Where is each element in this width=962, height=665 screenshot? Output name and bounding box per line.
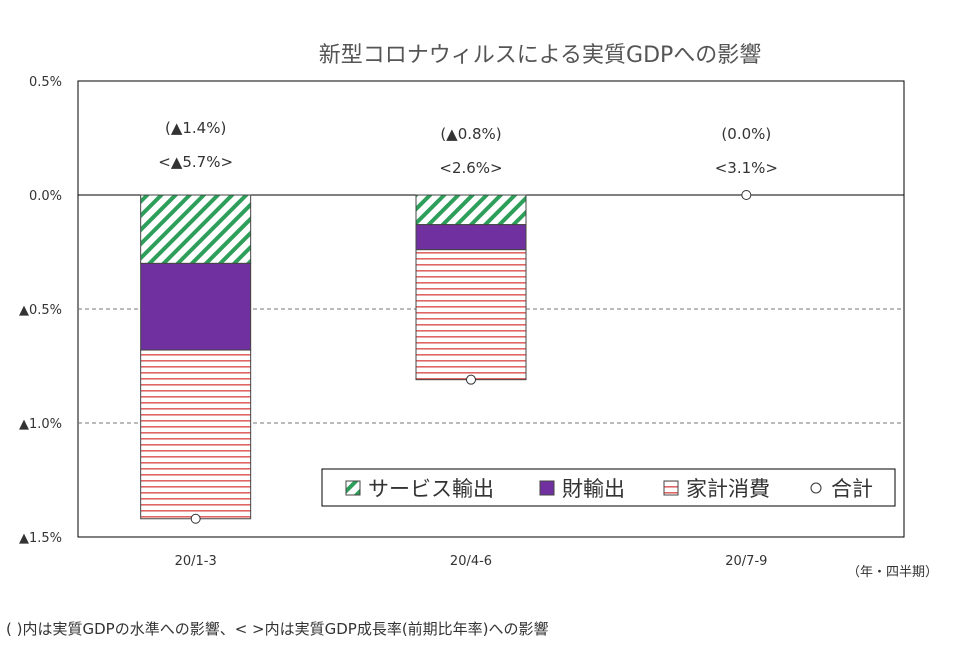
legend-swatch	[810, 482, 822, 494]
chart: 新型コロナウィルスによる実質GDPへの影響 0.5% 0.0% ▲0.5% ▲1.0%…	[19, 43, 938, 580]
growth-annotation: <▲5.7%>	[158, 153, 233, 171]
legend-swatch	[663, 480, 679, 496]
growth-annotation: <2.6%>	[439, 159, 502, 177]
total-marker	[466, 374, 476, 385]
x-tick-label: 20/1-3	[175, 554, 217, 569]
legend-box	[321, 468, 896, 507]
legend-label: 財輸出	[562, 477, 625, 501]
chart-title: 新型コロナウィルスによる実質GDPへの影響	[319, 43, 762, 68]
level-annotation: (0.0%)	[721, 125, 771, 143]
x-axis-tick-labels: 20/1-3 20/4-6 20/7-9	[175, 554, 768, 569]
legend-label: サービス輸出	[368, 477, 494, 501]
legend: サービス輸出 財輸出 家計消費 合計	[321, 468, 896, 507]
y-tick-label: 0.0%	[29, 189, 62, 204]
y-axis-tick-labels: 0.5% 0.0% ▲0.5% ▲1.0% ▲1.5%	[19, 75, 62, 546]
bar-annotations: (▲1.4%) <▲5.7%> (▲0.8%) <2.6%> (0.0%) <3.1%>	[158, 119, 778, 177]
bar-segment	[140, 349, 252, 520]
legend-swatch	[345, 480, 361, 496]
legend-label: 家計消費	[686, 477, 770, 501]
y-tick-label: ▲0.5%	[19, 303, 62, 318]
y-tick-label: ▲1.0%	[19, 417, 62, 432]
level-annotation: (▲1.4%)	[165, 119, 226, 137]
x-tick-label: 20/7-9	[725, 554, 767, 569]
level-annotation: (▲0.8%)	[440, 125, 501, 143]
y-tick-label: 0.5%	[29, 75, 62, 90]
x-tick-label: 20/4-6	[450, 554, 492, 569]
bars	[140, 194, 527, 520]
legend-label: 合計	[831, 477, 873, 501]
bar-segment	[415, 224, 527, 251]
total-marker	[190, 513, 201, 524]
bar-segment	[415, 249, 527, 381]
bar-segment	[415, 194, 527, 226]
bar-segment	[140, 262, 252, 351]
x-axis-unit-label: （年・四半期）	[847, 565, 938, 580]
total-markers	[190, 190, 752, 524]
growth-annotation: <3.1%>	[715, 159, 778, 177]
y-tick-label: ▲1.5%	[19, 531, 62, 546]
legend-swatch	[539, 480, 555, 496]
bar-segment	[140, 194, 252, 264]
total-marker	[741, 190, 752, 200]
footnote: ( )内は実質GDPの水準への影響、< >内は実質GDP成長率(前期比年率)への…	[6, 620, 549, 638]
